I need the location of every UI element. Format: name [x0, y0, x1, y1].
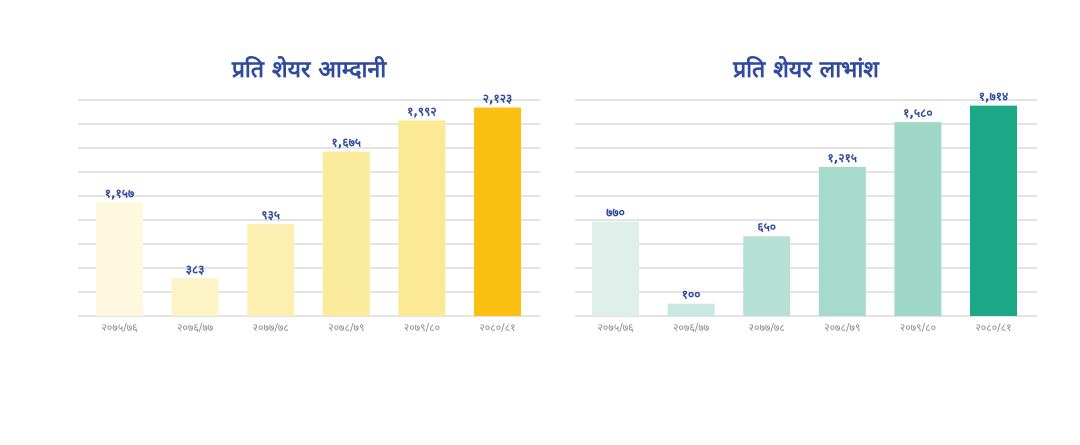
data-label: १,५८०: [903, 106, 933, 120]
data-label: २,१२३: [483, 92, 513, 106]
x-tick-label: २०७८/७९: [328, 322, 364, 334]
bar: [894, 122, 942, 316]
bar: [247, 224, 295, 316]
x-tick-label: २०७८/७९: [824, 322, 860, 334]
bar: [667, 303, 715, 316]
bar: [592, 221, 639, 316]
bar: [818, 166, 866, 316]
bar: [322, 151, 370, 316]
eps-bar-chart: १,१५७ २०७५/७६ ३८३ २०७६/७७ ९३५ २०७७/७८ १,६७५ २०७…: [78, 92, 540, 334]
bar: [171, 278, 219, 316]
x-tick-label: २०७५/७६: [597, 322, 633, 334]
bar: [743, 236, 791, 316]
x-tick-label: २०७६/७७: [673, 322, 710, 334]
x-tick-label: २०७९/८०: [900, 322, 936, 334]
x-tick-label: २०७५/७६: [101, 322, 137, 334]
data-label: १,९९२: [407, 104, 437, 118]
chart-title: प्रति शेयर आम्दानी: [231, 57, 387, 83]
bar: [970, 105, 1017, 317]
eps-chart-panel: प्रति शेयर आम्दानी १,१५७ २०७५/७६ ३८३ २०७६/७…: [78, 57, 540, 334]
data-label: १,६७५: [332, 136, 362, 150]
data-label: १,१५७: [105, 186, 135, 200]
bar: [398, 120, 446, 317]
data-label: ९३५: [261, 208, 280, 222]
x-tick-label: २०७७/७८: [749, 322, 785, 334]
data-label: १००: [682, 288, 701, 302]
data-label: १,२१५: [828, 151, 858, 165]
chart-title: प्रति शेयर लाभांश: [733, 57, 879, 83]
data-label: ७७०: [606, 206, 625, 220]
x-tick-label: २०७६/७७: [177, 322, 214, 334]
x-tick-label: २०७९/८०: [404, 322, 440, 334]
x-tick-label: २०८०/८१: [479, 322, 515, 334]
bar: [474, 107, 521, 316]
x-tick-label: २०७७/७८: [253, 322, 289, 334]
data-label: ६५०: [757, 220, 776, 234]
bar: [96, 202, 143, 316]
x-tick-label: २०८०/८१: [975, 322, 1011, 334]
data-label: १,७१४: [979, 90, 1009, 104]
data-label: ३८३: [186, 262, 205, 276]
